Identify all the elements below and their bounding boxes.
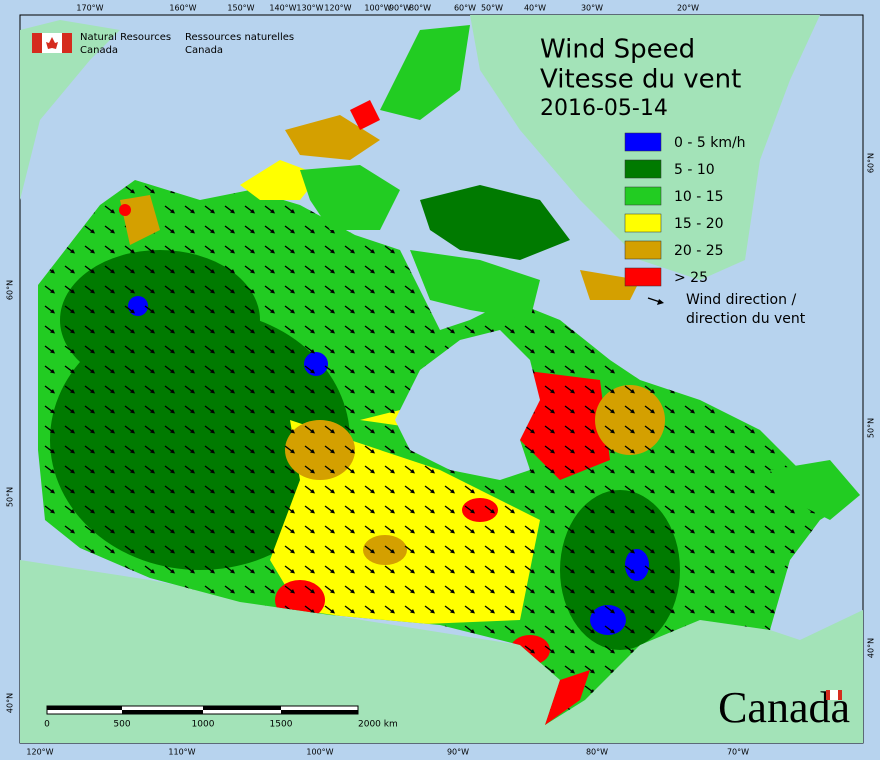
- graticule-label: 60°N: [6, 280, 15, 300]
- arctic-islands: [119, 25, 860, 520]
- graticule-label: 30°W: [581, 4, 603, 13]
- graticule-label: 60°N: [867, 153, 876, 173]
- scale-label: 1500: [270, 720, 293, 730]
- scale-label: 0: [44, 720, 50, 730]
- scale-bar: [46, 705, 359, 715]
- legend-swatch: [624, 186, 662, 206]
- graticule-label: 20°W: [677, 4, 699, 13]
- title-fr: Vitesse du vent: [540, 65, 741, 95]
- legend-arrow-label: direction du vent: [686, 311, 806, 327]
- agency-fr-2: Canada: [185, 45, 223, 56]
- legend-label: > 25: [674, 270, 708, 286]
- wordmark-flag: [826, 690, 842, 700]
- flag: [32, 33, 72, 53]
- graticule-label: 80°W: [586, 748, 608, 757]
- ontario-south: [545, 670, 590, 725]
- agency-en-1: Natural Resources: [80, 32, 171, 43]
- graticule-label: 100°W: [306, 748, 333, 757]
- graticule-label: 70°W: [727, 748, 749, 757]
- alaska-land: [20, 20, 120, 200]
- scale-label: 500: [113, 720, 130, 730]
- graticule-label: 40°W: [524, 4, 546, 13]
- graticule-label: 40°N: [6, 693, 15, 713]
- legend-swatch: [624, 132, 662, 152]
- graticule-label: 60°W: [454, 4, 476, 13]
- legend-swatch: [624, 240, 662, 260]
- legend-label: 0 - 5 km/h: [674, 135, 746, 151]
- hudson-bay: [395, 330, 540, 480]
- legend-swatch: [624, 213, 662, 233]
- graticule-label: 100°W: [364, 4, 391, 13]
- scale-label: 1000: [192, 720, 215, 730]
- graticule-label: 140°W: [269, 4, 296, 13]
- graticule-label: 50°W: [481, 4, 503, 13]
- graticule-label: 40°N: [867, 638, 876, 658]
- graticule-label: 50°N: [867, 418, 876, 438]
- usa-land: [20, 560, 863, 743]
- legend-swatch: [624, 267, 662, 287]
- legend-arrow: [647, 297, 661, 303]
- graticule-label: 120°W: [324, 4, 351, 13]
- graticule-label: 110°W: [168, 748, 195, 757]
- legend-arrow-label: Wind direction /: [686, 292, 796, 308]
- title-en: Wind Speed: [540, 35, 695, 65]
- legend-swatch: [624, 159, 662, 179]
- legend-label: 20 - 25: [674, 243, 724, 259]
- title-date: 2016-05-14: [540, 96, 668, 121]
- graticule-label: 130°W: [296, 4, 323, 13]
- graticule-label: 80°W: [409, 4, 431, 13]
- legend-label: 5 - 10: [674, 162, 715, 178]
- graticule-label: 150°W: [227, 4, 254, 13]
- scale-label: 2000 km: [358, 720, 398, 730]
- graticule-label: 90°W: [389, 4, 411, 13]
- graticule-label: 50°N: [6, 487, 15, 507]
- graticule-label: 90°W: [447, 748, 469, 757]
- agency-fr-1: Ressources naturelles: [185, 32, 294, 43]
- legend-label: 10 - 15: [674, 189, 724, 205]
- agency-en-2: Canada: [80, 45, 118, 56]
- legend-arrowhead: [657, 299, 664, 305]
- graticule-label: 170°W: [76, 4, 103, 13]
- graticule-label: 160°W: [169, 4, 196, 13]
- legend-label: 15 - 20: [674, 216, 724, 232]
- graticule-label: 120°W: [26, 748, 53, 757]
